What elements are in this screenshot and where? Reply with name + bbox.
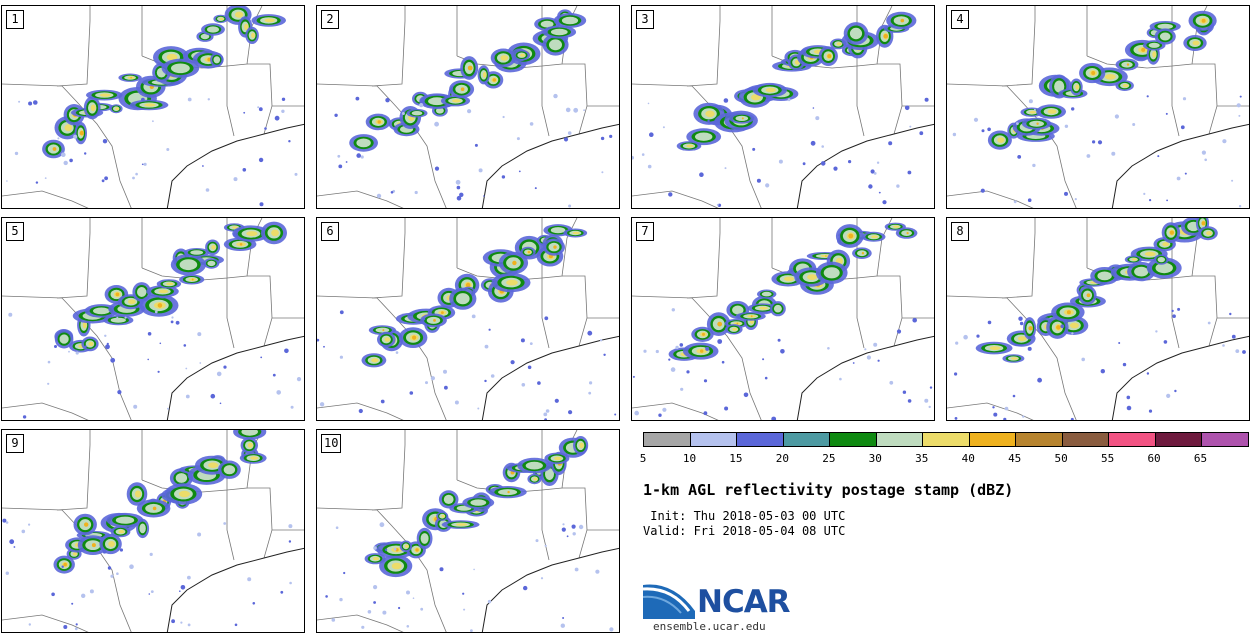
colorbar-segment xyxy=(876,433,924,446)
colorbar-tick-label: 15 xyxy=(729,452,743,465)
colorbar-tick-label: 25 xyxy=(822,452,836,465)
reflectivity-map xyxy=(632,6,934,208)
reflectivity-map xyxy=(2,430,304,632)
ensemble-member-panel: 4 xyxy=(946,5,1250,209)
colorbar-segment xyxy=(969,433,1017,446)
reflectivity-map xyxy=(947,218,1249,420)
colorbar-segment xyxy=(830,433,877,446)
colorbar-tick-label: 5 xyxy=(639,452,647,465)
valid-time: Valid: Fri 2018-05-04 08 UTC xyxy=(643,524,846,538)
reflectivity-colorbar xyxy=(643,432,1249,447)
reflectivity-map xyxy=(947,6,1249,208)
colorbar-tick-label: 40 xyxy=(961,452,975,465)
logo-text: NCAR xyxy=(697,584,791,620)
colorbar-segment xyxy=(1202,433,1248,446)
ensemble-member-panel: 10 xyxy=(316,429,620,633)
panel-number: 6 xyxy=(321,222,339,241)
panel-number: 3 xyxy=(636,10,654,29)
colorbar-segment xyxy=(1109,433,1156,446)
reflectivity-map xyxy=(632,218,934,420)
reflectivity-map xyxy=(2,6,304,208)
colorbar-tick-label: 45 xyxy=(1008,452,1022,465)
ensemble-member-panel: 9 xyxy=(1,429,305,633)
ensemble-member-panel: 1 xyxy=(1,5,305,209)
reflectivity-map xyxy=(2,218,304,420)
panel-number: 1 xyxy=(6,10,24,29)
panel-number: 2 xyxy=(321,10,339,29)
colorbar-tick-label: 55 xyxy=(1100,452,1115,465)
init-time: Init: Thu 2018-05-03 00 UTC xyxy=(643,509,846,523)
panel-number: 9 xyxy=(6,434,24,453)
ensemble-member-panel: 8 xyxy=(946,217,1250,421)
ensemble-member-panel: 6 xyxy=(316,217,620,421)
colorbar-tick-label: 60 xyxy=(1147,452,1161,465)
panel-number: 10 xyxy=(321,434,342,453)
colorbar-segment xyxy=(1062,433,1110,446)
ensemble-member-panel: 5 xyxy=(1,217,305,421)
panel-number: 4 xyxy=(951,10,969,29)
colorbar-tick-label: 50 xyxy=(1054,452,1068,465)
colorbar-segment xyxy=(644,433,691,446)
colorbar-segment xyxy=(1155,433,1203,446)
colorbar-tick-label: 65 xyxy=(1193,452,1208,465)
reflectivity-map xyxy=(317,218,619,420)
panel-number: 5 xyxy=(6,222,24,241)
colorbar-segment xyxy=(923,433,970,446)
colorbar-segment xyxy=(783,433,831,446)
colorbar-tick-label: 10 xyxy=(682,452,697,465)
ensemble-member-panel: 3 xyxy=(631,5,935,209)
panel-number: 8 xyxy=(951,222,969,241)
reflectivity-map xyxy=(317,430,619,632)
colorbar-segment xyxy=(690,433,738,446)
reflectivity-map xyxy=(317,6,619,208)
colorbar-segment xyxy=(1016,433,1063,446)
colorbar-tick-label: 30 xyxy=(868,452,882,465)
ncar-logo-icon xyxy=(643,584,695,619)
colorbar-tick-label: 35 xyxy=(915,452,929,465)
site-url: ensemble.ucar.edu xyxy=(653,620,766,633)
panel-number: 7 xyxy=(636,222,654,241)
chart-title: 1-km AGL reflectivity postage stamp (dBZ… xyxy=(643,481,1014,499)
colorbar-segment xyxy=(737,433,784,446)
ensemble-member-panel: 7 xyxy=(631,217,935,421)
colorbar-tick-label: 20 xyxy=(775,452,789,465)
ensemble-member-panel: 2 xyxy=(316,5,620,209)
